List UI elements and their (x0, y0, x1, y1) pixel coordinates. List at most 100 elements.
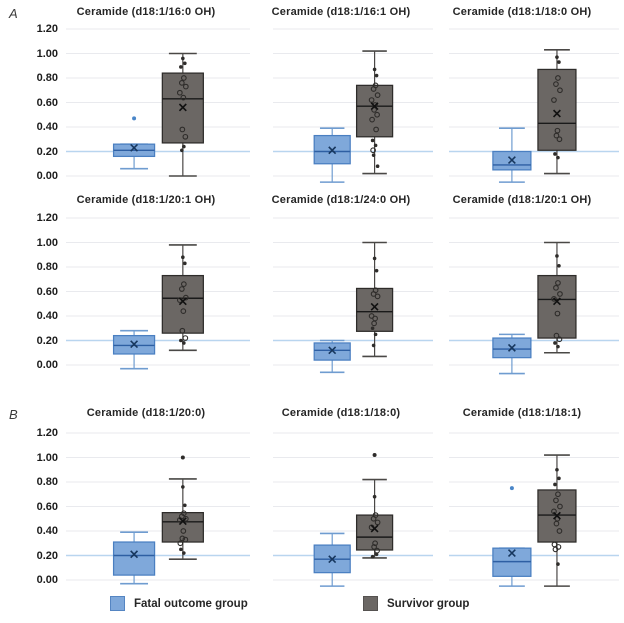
survivor-group-point (374, 268, 379, 273)
survivor-group-point (181, 56, 185, 61)
survivor-group-point-open (371, 544, 377, 550)
y-axis-tick-label: 0.20 (36, 334, 58, 347)
survivor-group-mean-marker (552, 511, 561, 520)
survivor-group-point (182, 341, 186, 345)
survivor-group-point (180, 148, 184, 153)
fatal-group-box (313, 342, 351, 361)
fatal-group-mean-marker (328, 146, 337, 155)
boxplot-ceramide-18-0 (273, 432, 433, 587)
survivor-group-point (556, 155, 560, 160)
survivor-group-point-open (555, 280, 561, 286)
survivor-group-point-open (553, 497, 559, 504)
fatal-group-mean-marker (507, 343, 516, 352)
survivor-group-point-open (177, 540, 184, 547)
survivor-group-point-open (182, 515, 189, 522)
panel-b-label: B (9, 407, 18, 422)
survivor-group-point-open (369, 116, 375, 123)
survivor-group-point-open (551, 97, 557, 103)
y-axis-tick-label: 0.40 (36, 525, 58, 537)
y-axis-tick-label: 1.00 (36, 47, 58, 60)
survivor-group-point-open (182, 335, 189, 341)
survivor-group-box (355, 287, 394, 332)
survivor-group-point-open (180, 75, 187, 81)
survivor-group-point (183, 261, 187, 266)
survivor-group-point (374, 552, 379, 557)
survivor-group-point-open (182, 294, 189, 301)
survivor-group-point-open (179, 327, 186, 334)
survivor-group-outlier (372, 453, 377, 458)
survivor-group-point-open (182, 536, 189, 543)
fatal-group-mean-marker (328, 346, 337, 355)
survivor-group-color-swatch (363, 596, 378, 611)
chart-title: Ceramide (d18:1/18:1) (462, 407, 582, 419)
y-axis-tick-label: 1.00 (36, 236, 58, 249)
chart-title: Ceramide (d18:1/16:1 OH) (271, 6, 411, 18)
survivor-group-point-open (371, 320, 377, 327)
chart-title: Ceramide (d18:1/20:1 OH) (452, 194, 592, 206)
legend-item-survivor-group: Survivor group (363, 596, 469, 611)
chart-title: Ceramide (d18:1/20:1 OH) (76, 194, 216, 206)
y-axis-tick-label: 0.80 (36, 72, 58, 84)
y-axis-tick-label: 0.00 (36, 574, 58, 586)
boxplot-ceramide-16-1-oh (273, 28, 433, 183)
survivor-group-point (181, 255, 185, 259)
boxplot-ceramide-18-1 (449, 432, 619, 587)
survivor-group-point-open (372, 540, 378, 547)
survivor-group-point-open (556, 528, 563, 534)
chart-title: Ceramide (d18:1/24:0 OH) (271, 194, 411, 206)
survivor-group-point (372, 494, 377, 499)
boxplot-ceramide-20-1-oh-b (449, 217, 619, 375)
survivor-group-point (370, 138, 375, 143)
survivor-group-mean-marker (552, 109, 561, 118)
fatal-group-outlier (509, 486, 514, 491)
survivor-group-point (555, 254, 559, 258)
survivor-group-point (374, 73, 379, 78)
survivor-group-mean-marker (370, 102, 379, 111)
survivor-group-point-open (182, 133, 189, 140)
survivor-group-mean-marker (552, 297, 561, 306)
boxplot-ceramide-20-1-oh (66, 217, 250, 370)
survivor-group-box (355, 84, 394, 138)
chart-title: Ceramide (d18:1/16:0 OH) (76, 6, 216, 18)
survivor-group-point (182, 551, 186, 555)
survivor-group-point-open (557, 291, 563, 297)
survivor-group-box (161, 512, 204, 543)
survivor-group-point-open (553, 520, 560, 527)
survivor-group-point (555, 55, 559, 59)
y-axis-tick-label: 0.00 (36, 170, 58, 182)
y-axis-tick-label: 0.80 (36, 476, 58, 488)
survivor-group-point-open (180, 308, 187, 314)
survivor-group-point-open (554, 310, 561, 317)
boxplot-ceramide-18-0-oh (449, 28, 619, 183)
survivor-group-point-open (551, 295, 557, 302)
survivor-group-point-open (374, 92, 381, 98)
y-axis-tick-label: 1.20 (36, 212, 58, 224)
survivor-group-point (182, 144, 186, 149)
survivor-group-box (537, 68, 577, 151)
fatal-group-mean-marker (328, 555, 337, 564)
survivor-group-mean-marker (370, 524, 379, 533)
survivor-group-point (556, 562, 560, 566)
chart-title: Ceramide (d18:1/18:0 OH) (452, 6, 592, 18)
survivor-group-point-open (552, 546, 559, 553)
survivor-group-point (181, 485, 185, 489)
y-axis-tick-label: 0.80 (36, 261, 58, 273)
survivor-group-point-open (556, 336, 563, 343)
survivor-group-box (161, 274, 204, 334)
survivor-group-point (553, 152, 557, 156)
survivor-group-point (373, 143, 378, 148)
y-axis-tick-label: 0.60 (36, 285, 58, 298)
panel-a-label: A (9, 6, 18, 21)
survivor-group-mean-marker (178, 103, 187, 112)
y-axis-tick-label: 0.20 (36, 145, 58, 158)
survivor-group-point-open (553, 132, 560, 139)
survivor-group-point (179, 338, 183, 343)
fatal-group-mean-marker (130, 143, 139, 152)
chart-title: Ceramide (d18:1/20:0) (86, 407, 206, 419)
legend-label: Fatal outcome group (134, 597, 248, 610)
fatal-group-mean-marker (507, 156, 516, 165)
y-axis-row1: 1.20 1.00 0.80 0.60 0.40 0.20 0.00 (0, 22, 60, 184)
survivor-group-point (179, 547, 183, 552)
survivor-group-point-open (370, 86, 377, 92)
